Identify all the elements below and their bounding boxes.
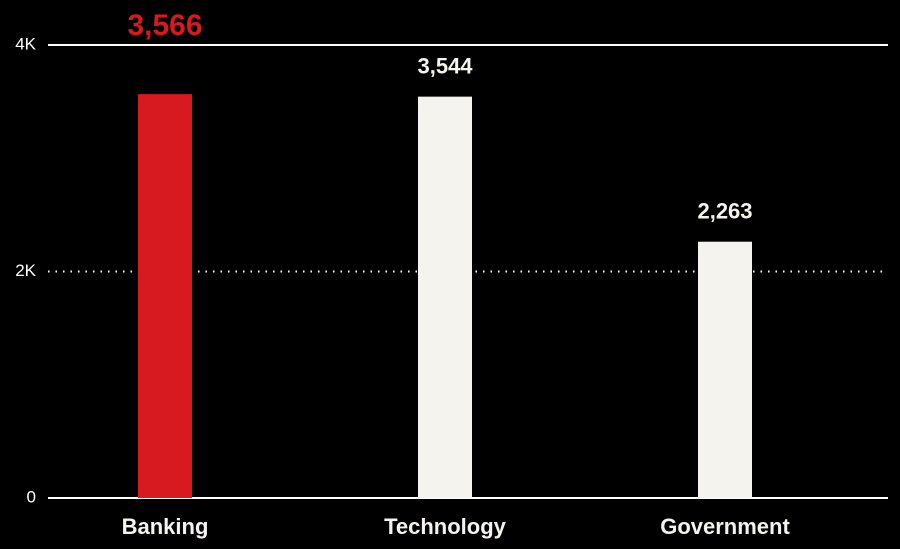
x-tick-label: Technology	[384, 514, 507, 539]
bar	[138, 94, 192, 498]
y-tick-label: 0	[27, 487, 36, 506]
value-label: 3,544	[417, 53, 473, 78]
bar	[418, 96, 472, 498]
x-tick-label: Banking	[122, 514, 209, 539]
bar	[698, 241, 752, 498]
x-tick-label: Government	[660, 514, 790, 539]
y-tick-label: 4K	[15, 34, 36, 53]
y-tick-label: 2K	[15, 261, 36, 280]
value-label: 3,566	[127, 9, 202, 42]
value-label: 2,263	[697, 199, 752, 224]
